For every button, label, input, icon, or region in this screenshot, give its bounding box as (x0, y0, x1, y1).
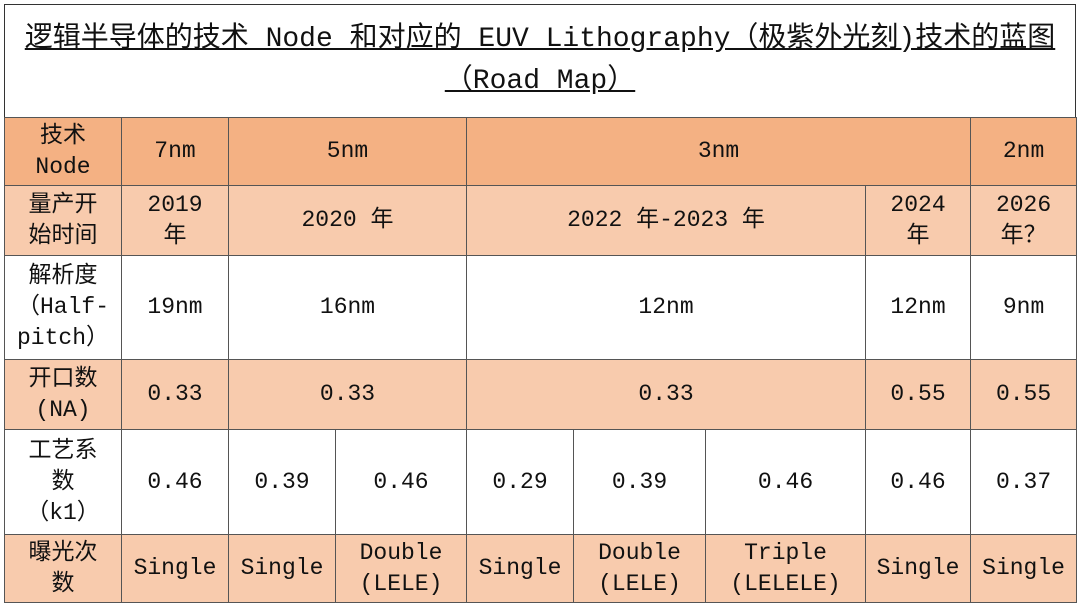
cell: Double (LELE) (334, 534, 468, 603)
cell: 2024 年 (865, 185, 972, 256)
cell: Single (466, 534, 575, 603)
cell: 0.37 (970, 429, 1078, 535)
cell: 3nm (466, 117, 972, 186)
cell: 0.33 (466, 359, 867, 430)
cell: 0.46 (334, 429, 468, 535)
cell: 0.39 (573, 429, 707, 535)
cell: 12nm (865, 255, 972, 360)
cell: 2019 年 (121, 185, 229, 256)
cell: 9nm (970, 255, 1078, 360)
row: 开口数 (NA) 0.33 0.33 0.33 0.55 0.55 (4, 359, 1078, 430)
cell: 0.46 (865, 429, 972, 535)
cell: Single (121, 534, 229, 603)
cell: 0.46 (705, 429, 867, 535)
cell: 16nm (227, 255, 468, 360)
cell: 0.39 (228, 429, 336, 535)
cell: 2020 年 (227, 185, 468, 256)
cell: 量产开 始时间 (4, 185, 122, 256)
row: 曝光次 数 Single Single Double (LELE) Single… (4, 534, 1078, 603)
cell: 0.33 (227, 359, 468, 430)
cell: 0.46 (121, 429, 229, 535)
row: 技术 Node 7nm 5nm 3nm 2nm (4, 117, 1078, 186)
cell: Triple (LELELE) (705, 534, 867, 603)
cell: 工艺系 数 （k1） (4, 429, 122, 535)
cell: Single (865, 534, 972, 603)
cell: 开口数 (NA) (4, 359, 122, 430)
cell: 0.33 (121, 359, 229, 430)
row: 量产开 始时间 2019 年 2020 年 2022 年-2023 年 2024… (4, 185, 1078, 256)
cell: 7nm (121, 117, 229, 186)
cell: 技术 Node (4, 117, 122, 186)
page: 逻辑半导体的技术 Node 和对应的 EUV Lithography（极紫外光刻… (4, 4, 1078, 604)
cell: 12nm (466, 255, 867, 360)
cell: 5nm (227, 117, 468, 186)
cell: 0.55 (865, 359, 972, 430)
cell: Single (228, 534, 336, 603)
cell: 2022 年-2023 年 (466, 185, 867, 256)
roadmap-table: 技术 Node 7nm 5nm 3nm 2nm 量产开 始时间 2019 年 2… (4, 117, 1078, 603)
cell: 解析度 （Half- pitch） (4, 255, 122, 360)
cell: 2026 年？ (970, 185, 1078, 256)
cell: 19nm (121, 255, 229, 360)
cell: 0.29 (466, 429, 575, 535)
title: 逻辑半导体的技术 Node 和对应的 EUV Lithography（极紫外光刻… (4, 4, 1076, 117)
cell: 0.55 (970, 359, 1078, 430)
cell: Single (970, 534, 1078, 603)
row: 工艺系 数 （k1） 0.46 0.39 0.46 0.29 0.39 0.46… (4, 429, 1078, 535)
cell: Double (LELE) (573, 534, 707, 603)
row: 解析度 （Half- pitch） 19nm 16nm 12nm 12nm 9n… (4, 255, 1078, 360)
cell: 2nm (970, 117, 1078, 186)
cell: 曝光次 数 (4, 534, 122, 603)
